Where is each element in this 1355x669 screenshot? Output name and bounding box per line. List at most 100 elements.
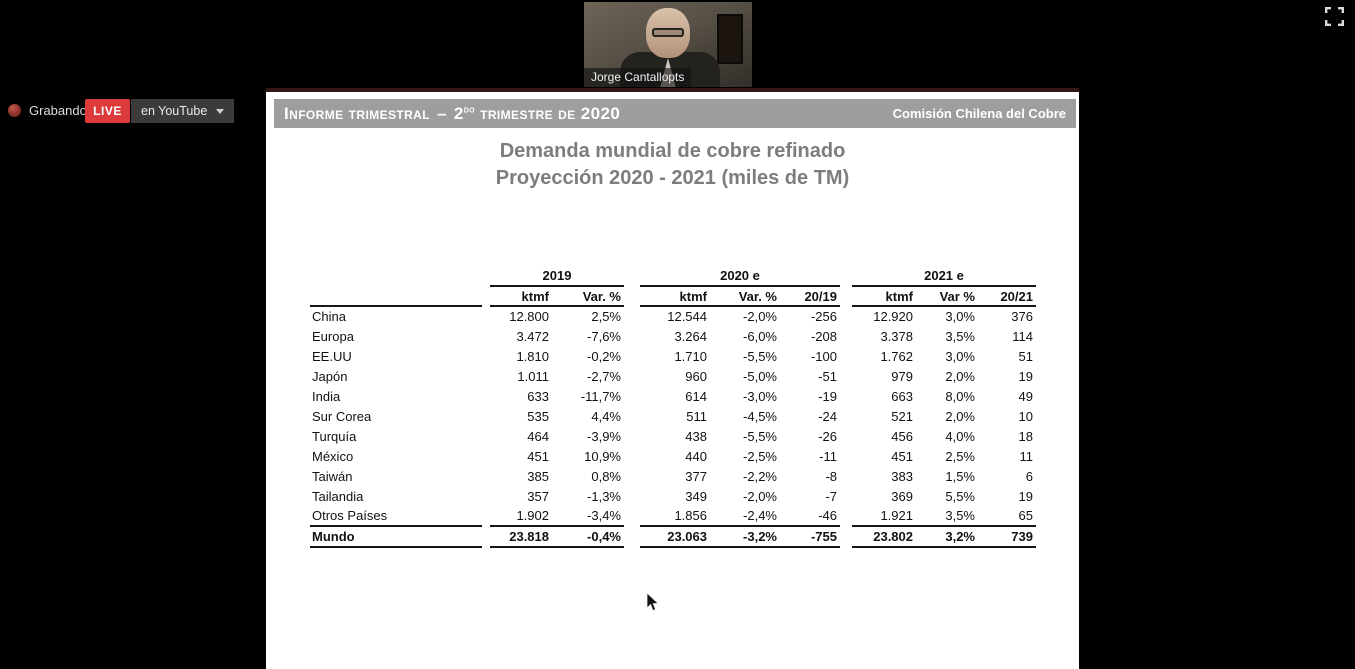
speaker-video-thumbnail[interactable]: Jorge Cantallopts — [584, 2, 752, 87]
table-spacer — [482, 306, 490, 326]
recording-label: Grabando — [29, 103, 87, 118]
table-spacer — [624, 506, 640, 526]
table-cell: -11 — [819, 448, 837, 464]
table-cell: 960 — [685, 368, 707, 384]
table-cell: 12.920 — [873, 309, 913, 324]
col-header: ktmf — [852, 286, 916, 307]
banner-separator: – — [436, 103, 447, 123]
table-spacer — [482, 406, 490, 426]
table-cell: 3,0% — [945, 309, 975, 324]
table-cell: 456 — [891, 428, 913, 444]
banner-quarter-number: 2 — [453, 103, 464, 123]
table-cell: 12.544 — [667, 309, 707, 324]
col-header: 20/21 — [978, 286, 1036, 307]
table-cell: -1,3% — [587, 488, 621, 504]
table-cell: 1.921 — [852, 506, 916, 527]
table-spacer — [840, 486, 852, 506]
live-badge: LIVE — [85, 99, 130, 123]
table-cell: 10,9% — [584, 448, 621, 464]
table-cell: 19 — [1018, 368, 1033, 384]
participant-name-label: Jorge Cantallopts — [584, 68, 692, 87]
chevron-down-icon — [216, 108, 225, 114]
slide-top-border — [266, 88, 1079, 92]
table-cell: 0,8% — [591, 468, 621, 484]
table-spacer — [624, 306, 640, 326]
table-cell: -7,6% — [587, 328, 621, 344]
live-destination-label: en YouTube — [141, 104, 208, 118]
table-spacer — [840, 506, 852, 526]
table-cell: 12.800 — [509, 309, 549, 324]
table-total-row: Mundo 23.818 -0,4% 23.063 -3,2% -755 23.802 3,2… — [310, 526, 1036, 548]
table-cell: -5,5% — [743, 348, 777, 364]
table-cell: -5,0% — [743, 368, 777, 384]
row-label: Japón — [312, 368, 348, 384]
table-spacer — [624, 486, 640, 506]
table-cell: 357 — [527, 488, 549, 504]
table-spacer — [482, 466, 490, 486]
col-header: ktmf — [490, 286, 552, 307]
table-cell: 10 — [1018, 408, 1033, 424]
table-cell: 349 — [685, 488, 707, 504]
table-cell: 614 — [685, 388, 707, 404]
table-cell: 1.710 — [674, 348, 707, 364]
table-cell: 3,0% — [945, 348, 975, 364]
table-cell: -3,9% — [587, 428, 621, 444]
table-spacer — [840, 446, 852, 466]
table-row: China 12.800 2,5% 12.544 -2,0% -256 12.920 3,0%… — [310, 306, 1036, 326]
shared-slide: Informe trimestral –2do trimestre de 2020… — [266, 88, 1079, 669]
table-spacer — [840, 346, 852, 366]
table-cell: 2,0% — [945, 408, 975, 424]
slide-title-line1: Demanda mundial de cobre refinado — [499, 140, 846, 162]
fullscreen-icon[interactable] — [1325, 7, 1344, 26]
table-cell: 11 — [1019, 448, 1034, 464]
table-subheader-row: ktmf Var. % ktmf Var. % 20/19 ktmf Var %… — [310, 286, 1036, 307]
table-cell: 1.902 — [490, 506, 552, 527]
table-cell: 19 — [1018, 488, 1033, 504]
table-spacer — [482, 286, 490, 306]
col-group-2021e: 2021 e — [852, 266, 1036, 287]
table-cell: 3,2% — [916, 526, 978, 548]
table-row: Otros Países 1.902 -3,4% 1.856 -2,4% -46 1.921… — [310, 506, 1036, 527]
table-spacer — [840, 286, 852, 306]
table-spacer — [624, 366, 640, 386]
row-label: EE.UU — [312, 348, 352, 364]
table-spacer — [840, 326, 852, 346]
table-cell: 23.063 — [640, 526, 710, 548]
table-cell: 3.378 — [880, 328, 913, 344]
row-label: India — [312, 388, 341, 404]
table-cell: 4,4% — [591, 408, 621, 424]
live-destination-dropdown[interactable]: en YouTube — [131, 99, 235, 123]
table-spacer — [482, 486, 490, 506]
table-spacer — [840, 366, 852, 386]
table-cell: 51 — [1018, 348, 1033, 364]
slide-banner-title: Informe trimestral –2do trimestre de 2020 — [274, 104, 620, 124]
slide-title-line2: Proyección 2020 - 2021 (miles de TM) — [495, 167, 850, 189]
banner-quarter-suffix: do — [463, 103, 475, 115]
table-row: Turquía 464 -3,9% 438 -5,5% -26 456 4,0% 18 — [310, 426, 1036, 446]
row-label: Europa — [312, 328, 354, 344]
table-spacer — [624, 426, 640, 446]
slide-title: Demanda mundial de cobre refinado Proyec… — [266, 138, 1079, 192]
table-cell: 633 — [527, 388, 549, 404]
table-cell: 8,0% — [945, 388, 975, 404]
table-cell: -3,2% — [710, 526, 780, 548]
table-cell: 385 — [527, 468, 549, 484]
table-row: India 633 -11,7% 614 -3,0% -19 663 8,0% 49 — [310, 386, 1036, 406]
slide-banner-org: Comisión Chilena del Cobre — [892, 106, 1066, 121]
table-cell: -100 — [810, 348, 837, 364]
table-cell — [310, 266, 482, 286]
table-cell: 440 — [685, 448, 707, 464]
banner-title-prefix: Informe trimestral — [284, 103, 430, 123]
demand-table: 2019 2020 e 2021 e ktmf Var. % ktmf Var.… — [310, 266, 1036, 548]
table-spacer — [624, 446, 640, 466]
table-row: Tailandia 357 -1,3% 349 -2,0% -7 369 5,5% 19 — [310, 486, 1036, 506]
col-group-2020e: 2020 e — [640, 266, 840, 287]
table-cell: 464 — [527, 428, 549, 444]
table-cell: -7 — [825, 488, 837, 504]
table-cell: 663 — [891, 388, 913, 404]
col-header: Var % — [916, 286, 978, 307]
table-spacer — [624, 466, 640, 486]
table-cell: -2,2% — [743, 468, 777, 484]
table-cell: 1.011 — [517, 368, 549, 384]
